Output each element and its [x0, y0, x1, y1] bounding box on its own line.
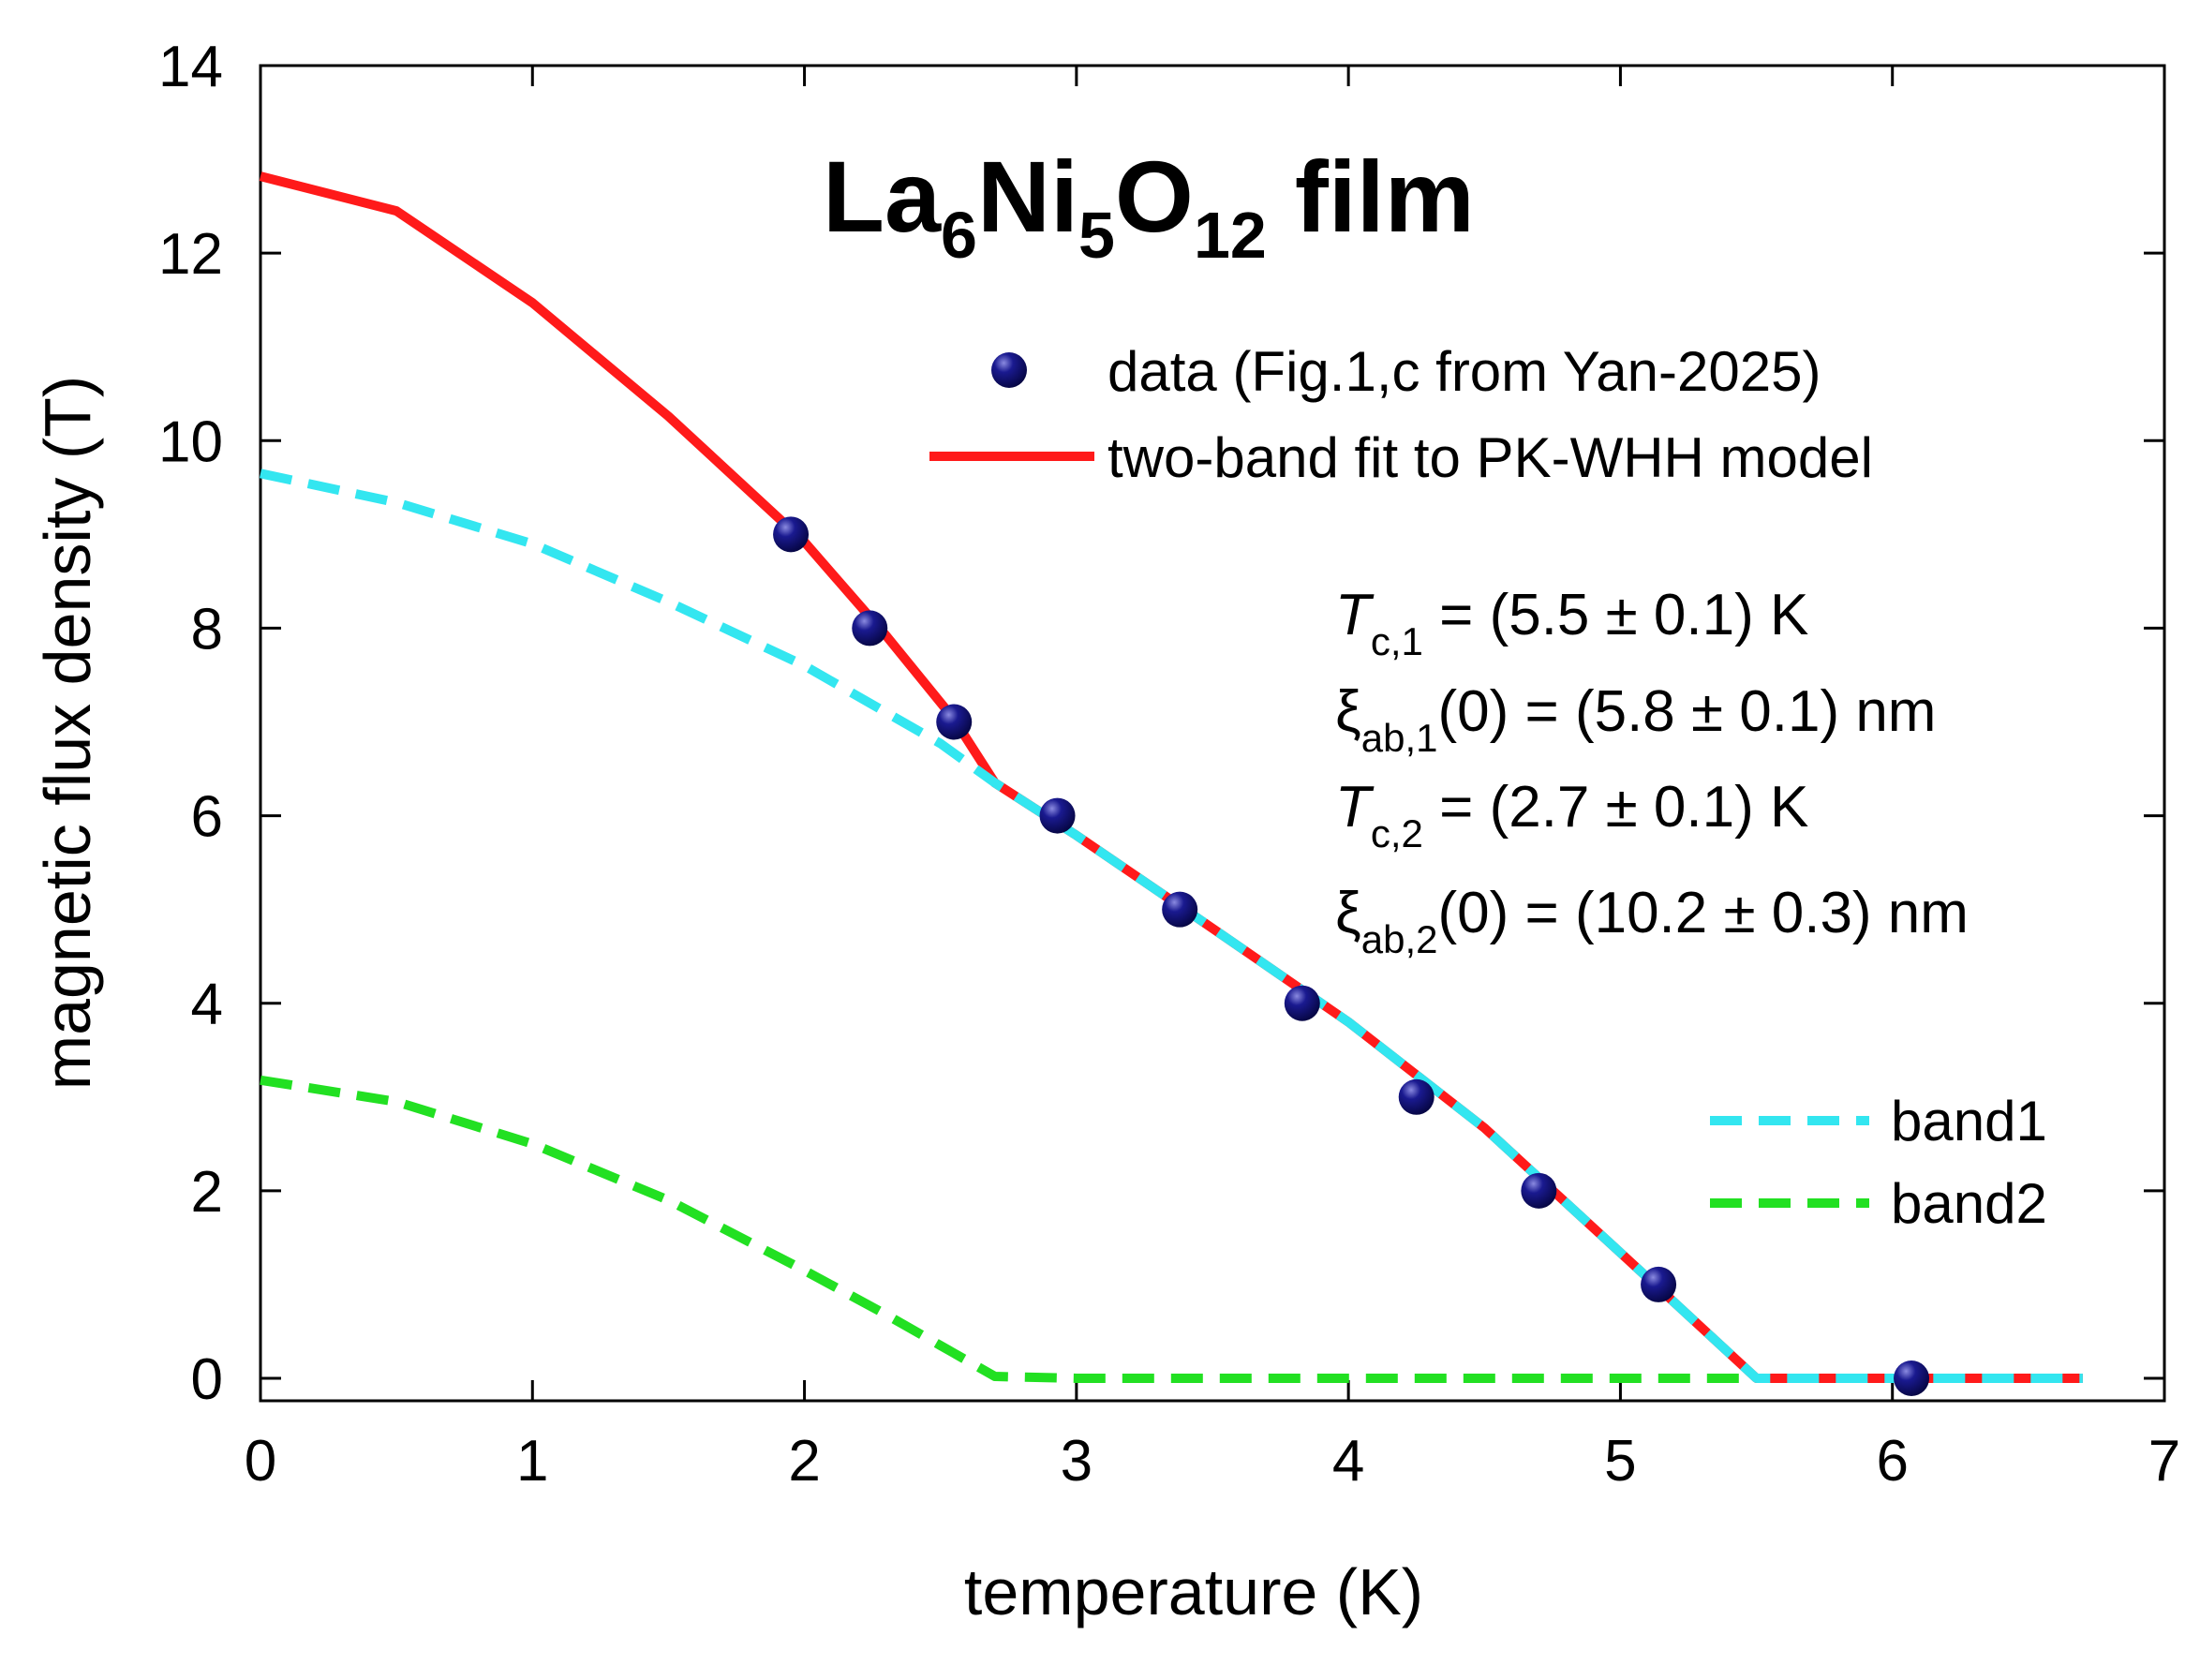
- data-point: [1039, 797, 1076, 834]
- data-points: [773, 516, 1930, 1396]
- y-tick-label: 2: [191, 1160, 223, 1225]
- y-tick-label: 14: [158, 35, 223, 99]
- legend-bottom: band1 band2: [1710, 1090, 2047, 1235]
- y-tick-label: 10: [158, 409, 223, 474]
- y-tick-label: 6: [191, 785, 223, 850]
- fit-parameters: Tc,1 = (5.5 ± 0.1) K ξab,1(0) = (5.8 ± 0.…: [1335, 583, 1969, 961]
- title-subscript: 5: [1078, 199, 1115, 272]
- y-tick-label: 8: [191, 597, 223, 662]
- data-point: [1398, 1078, 1434, 1115]
- y-tick-label: 0: [191, 1347, 223, 1412]
- series-line-band1: [259, 468, 2083, 1383]
- fit-parameter-4: ξab,2(0) = (10.2 ± 0.3) nm: [1335, 881, 1969, 961]
- axis-ticks: [259, 64, 2166, 1401]
- data-point: [1521, 1172, 1557, 1209]
- legend-label-fit: two-band fit to PK-WHH model: [1107, 426, 1873, 489]
- series-lines: [259, 171, 2083, 1383]
- x-tick-label: 2: [788, 1429, 820, 1494]
- data-point: [852, 610, 888, 647]
- title-segment: La: [823, 140, 942, 253]
- fit-parameter-3: Tc,2 = (2.7 ± 0.1) K: [1335, 775, 1808, 855]
- data-point: [1162, 891, 1198, 928]
- x-axis-title: temperature (K): [964, 1555, 1423, 1628]
- data-point: [1284, 985, 1320, 1021]
- data-point: [773, 516, 810, 553]
- legend-label-band2: band2: [1891, 1172, 2047, 1235]
- legend-marker-data: [991, 352, 1027, 388]
- series-line-band2: [260, 1075, 2083, 1383]
- y-axis-title: magnetic flux density (T): [31, 376, 104, 1090]
- title-subscript: 12: [1194, 199, 1267, 272]
- x-tick-label: 3: [1061, 1429, 1093, 1494]
- title-segment: Ni: [977, 140, 1078, 253]
- y-tick-label: 4: [191, 973, 223, 1037]
- legend-top: data (Fig.1,c from Yan-2025) two-band fi…: [929, 340, 1873, 489]
- legend-label-data: data (Fig.1,c from Yan-2025): [1107, 340, 1821, 403]
- x-tick-label: 1: [516, 1429, 548, 1494]
- data-point: [936, 704, 973, 740]
- data-point: [1894, 1360, 1930, 1396]
- legend-label-band1: band1: [1891, 1090, 2047, 1152]
- title-segment: O: [1115, 140, 1194, 253]
- title-subscript: 6: [941, 199, 977, 272]
- fit-parameter-1: Tc,1 = (5.5 ± 0.1) K: [1335, 583, 1808, 663]
- plot-frame: [259, 64, 2166, 1403]
- x-tick-label: 7: [2148, 1429, 2180, 1494]
- x-tick-label: 6: [1876, 1429, 1908, 1494]
- x-tick-label: 5: [1604, 1429, 1636, 1494]
- x-tick-label: 0: [245, 1429, 276, 1494]
- chart-title: La6Ni5O12 film: [823, 140, 1475, 272]
- y-tick-label: 12: [158, 222, 223, 287]
- data-point: [1641, 1266, 1677, 1302]
- fit-parameter-2: ξab,1(0) = (5.8 ± 0.1) nm: [1335, 679, 1936, 760]
- x-tick-label: 4: [1332, 1429, 1364, 1494]
- title-segment: film: [1267, 140, 1475, 253]
